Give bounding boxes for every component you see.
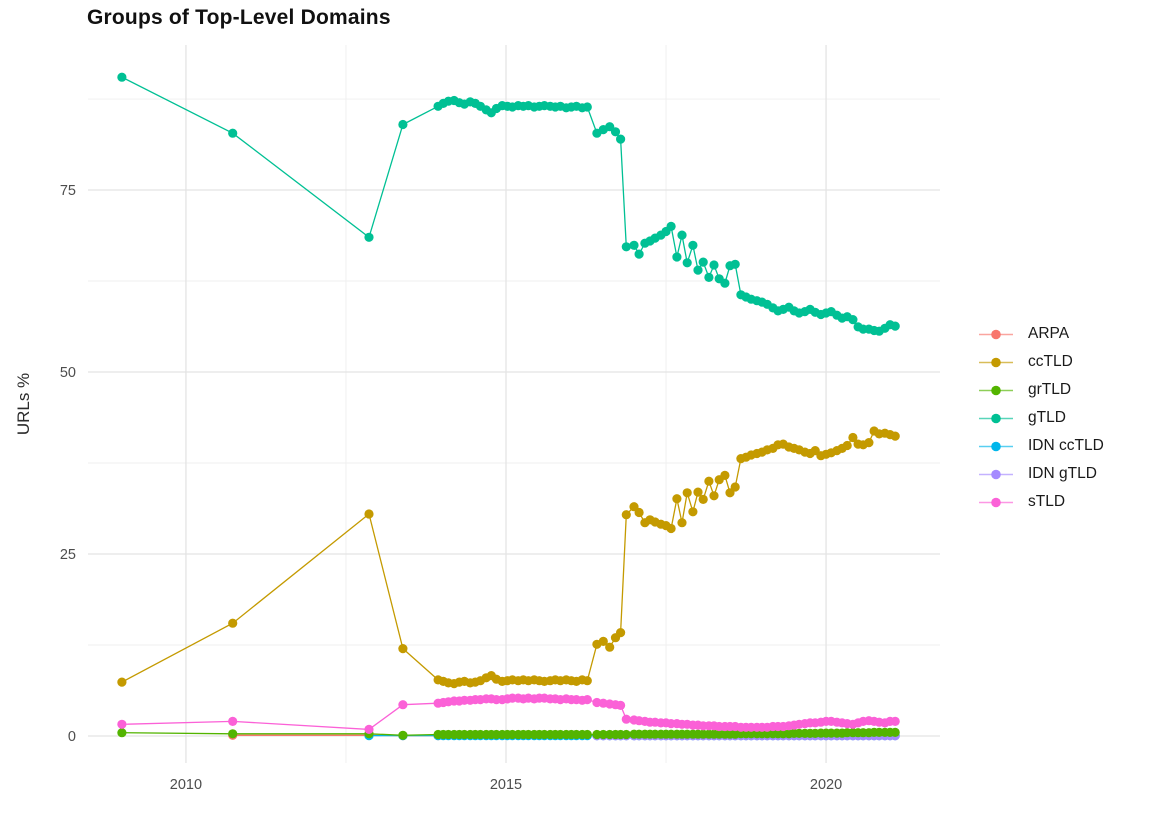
legend-label: grTLD (1028, 381, 1072, 398)
legend-label: sTLD (1028, 493, 1066, 510)
series-point-ccTLD (890, 431, 900, 441)
series-point-ccTLD (730, 482, 740, 492)
series-point-gTLD (634, 249, 644, 259)
legend-item-cctld: ccTLD (978, 348, 1104, 376)
series-point-grTLD (890, 727, 900, 738)
series-point-gTLD (698, 257, 708, 267)
legend-key-icon (979, 385, 1013, 395)
series-point-sTLD (616, 700, 626, 711)
series-point-gTLD (682, 258, 692, 268)
legend-item-stld: sTLD (978, 488, 1104, 516)
series-point-gTLD (666, 221, 676, 231)
series-point-gTLD (672, 252, 682, 262)
legend-key-icon (979, 469, 1013, 479)
series-point-gTLD (117, 72, 127, 82)
legend-label: IDN gTLD (1028, 465, 1097, 482)
series-line-gTLD (121, 76, 896, 332)
series-point-ccTLD (605, 642, 615, 652)
series-point-gTLD (610, 127, 621, 137)
legend-label: IDN ccTLD (1028, 437, 1104, 454)
series-point-grTLD (228, 729, 238, 739)
series-point-sTLD (228, 716, 238, 727)
series-point-gTLD (848, 315, 858, 325)
series-point-ccTLD (848, 432, 858, 443)
series-point-gTLD (890, 321, 900, 331)
series-point-grTLD (398, 730, 408, 740)
series-point-ccTLD (634, 507, 644, 518)
series-point-ccTLD (682, 488, 692, 498)
series-point-ccTLD (864, 438, 874, 448)
series-point-ccTLD (704, 476, 714, 486)
legend-label: ccTLD (1028, 353, 1073, 370)
legend-item-idn-cctld: IDN ccTLD (978, 432, 1104, 460)
series-point-sTLD (890, 716, 900, 727)
legend-key-icon (979, 497, 1013, 507)
series-point-ccTLD (672, 494, 682, 504)
series-point-ccTLD (228, 618, 238, 628)
series-point-ccTLD (117, 677, 127, 687)
series-point-gTLD (693, 265, 703, 275)
series-point-gTLD (228, 128, 238, 138)
series-point-ccTLD (598, 636, 608, 647)
series-point-gTLD (704, 272, 714, 282)
series-point-ccTLD (720, 470, 730, 480)
series-point-gTLD (629, 240, 639, 250)
series-point-ccTLD (582, 676, 592, 686)
series-point-grTLD (592, 729, 602, 740)
series-point-gTLD (677, 230, 687, 240)
legend-item-arpa: ARPA (978, 320, 1104, 348)
legend: ARPA ccTLD grTLD gTLD IDN ccTLD IDN gTLD sTLD (978, 320, 1104, 516)
x-tick-label: 2010 (170, 777, 202, 793)
series-point-ccTLD (364, 509, 374, 519)
series-point-ccTLD (677, 518, 687, 528)
legend-key-icon (979, 329, 1013, 339)
y-tick-label: 0 (68, 729, 76, 745)
legend-key-icon (979, 413, 1013, 423)
series-point-grTLD (621, 729, 631, 740)
series-point-sTLD (582, 695, 592, 705)
series-point-ccTLD (666, 523, 676, 534)
series-point-ccTLD (398, 644, 408, 654)
series-line-ccTLD (121, 430, 896, 685)
legend-label: ARPA (1028, 325, 1070, 342)
series-point-ccTLD (693, 487, 703, 497)
series-point-grTLD (598, 729, 608, 740)
series-point-gTLD (709, 260, 719, 270)
series-point-gTLD (364, 232, 374, 242)
series-point-ccTLD (621, 510, 631, 520)
y-tick-label: 75 (60, 183, 76, 199)
x-tick-label: 2015 (490, 777, 522, 793)
y-tick-label: 50 (60, 365, 76, 381)
legend-item-gtld: gTLD (978, 404, 1104, 432)
series-point-grTLD (117, 728, 127, 738)
series-point-gTLD (730, 259, 740, 269)
legend-key-icon (979, 357, 1013, 367)
legend-key-icon (979, 441, 1013, 451)
series-point-grTLD (582, 729, 592, 740)
series-point-sTLD (621, 714, 631, 724)
series-point-gTLD (582, 102, 592, 112)
series-point-gTLD (616, 134, 626, 144)
series-point-sTLD (364, 724, 374, 735)
chart-title: Groups of Top-Level Domains (87, 6, 391, 29)
series-point-gTLD (621, 242, 631, 252)
legend-label: gTLD (1028, 409, 1066, 426)
series-point-gTLD (720, 278, 730, 288)
series-point-sTLD (398, 700, 408, 710)
series-point-ccTLD (616, 628, 626, 638)
series-point-ccTLD (709, 491, 719, 501)
x-tick-label: 2020 (810, 777, 842, 793)
series-point-ccTLD (698, 494, 708, 504)
series-point-ccTLD (688, 507, 698, 517)
series-point-gTLD (398, 119, 408, 130)
series-point-gTLD (688, 240, 698, 250)
legend-item-grtld: grTLD (978, 376, 1104, 404)
series-point-sTLD (117, 719, 127, 729)
series-point-ccTLD (842, 440, 852, 451)
y-tick-label: 25 (60, 547, 76, 563)
legend-item-idn-gtld: IDN gTLD (978, 460, 1104, 488)
